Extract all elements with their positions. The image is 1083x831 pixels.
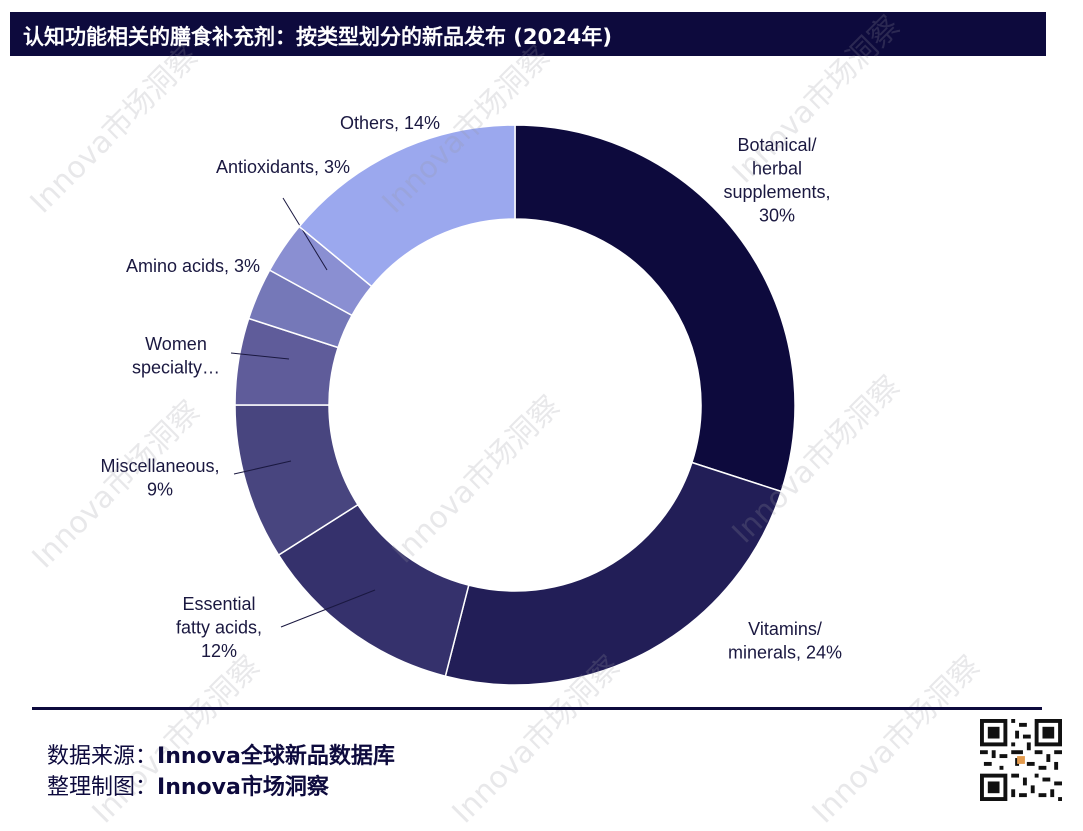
slice-label: Essential fatty acids, 12% [176, 594, 262, 661]
leader-line [233, 460, 292, 475]
page-title: 认知功能相关的膳食补充剂：按类型划分的新品发布 (2024年) [23, 25, 612, 49]
donut-slice [298, 124, 516, 288]
slice-label-line: 9% [147, 480, 173, 500]
source-label: 数据来源： [47, 744, 158, 769]
slice-label-line: herbal [752, 159, 802, 179]
slice-label: Antioxidants, 3% [216, 157, 350, 177]
donut-slice [444, 461, 783, 686]
slice-label-line: supplements, [723, 182, 830, 202]
donut-chart: Botanical/herbal supplements, 30% Vitamins/… [100, 113, 842, 686]
leader-line [230, 352, 290, 360]
slice-label-line: Miscellaneous, [100, 456, 219, 476]
slice-label-line: Botanical/ [737, 135, 816, 155]
source-line: 数据来源：Innova全球新品数据库 [47, 738, 395, 770]
slice-label-line: Vitamins/ [748, 619, 822, 639]
slice-label-line: Others, 14% [340, 113, 440, 133]
slice-label-line: Antioxidants, 3% [216, 157, 350, 177]
slice-label-line: fatty acids, [176, 618, 262, 638]
slice-label: Others, 14% [340, 113, 440, 133]
slice-label: Miscellaneous, 9% [100, 456, 219, 500]
footer-divider [32, 707, 1042, 710]
credit-line: 整理制图：Innova市场洞察 [47, 769, 329, 801]
slice-label: Women specialty… [132, 334, 220, 378]
slice-label-line: Women [145, 334, 207, 354]
donut-slice [514, 124, 796, 493]
slice-label-line: Amino acids, 3% [126, 256, 260, 276]
slice-label: Botanical/herbal supplements, 30% [723, 135, 830, 226]
leader-line [282, 197, 328, 271]
slice-label: Amino acids, 3% [126, 256, 260, 276]
slice-label-line: 12% [201, 641, 237, 661]
slice-label-line: minerals, 24% [728, 643, 842, 663]
title-bar: 认知功能相关的膳食补充剂：按类型划分的新品发布 (2024年) [10, 12, 1046, 56]
slice-label-line: 30% [759, 206, 795, 226]
source-value: Innova全球新品数据库 [157, 744, 395, 769]
slice-label: Vitamins/minerals, 24% [728, 619, 842, 663]
slice-label-line: Essential [182, 594, 255, 614]
leader-line [280, 589, 376, 628]
qr-code-icon [980, 719, 1062, 801]
slice-label-line: specialty… [132, 358, 220, 378]
credit-value: Innova市场洞察 [157, 775, 329, 800]
credit-label: 整理制图： [47, 775, 158, 800]
